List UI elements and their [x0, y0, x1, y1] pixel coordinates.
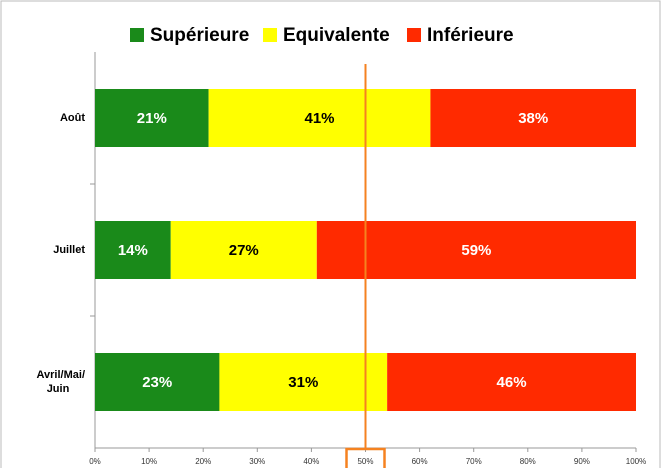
data-label: 59% — [461, 242, 491, 259]
x-tick-label: 70% — [466, 457, 482, 466]
legend-swatch — [407, 28, 421, 42]
bar-segment — [208, 89, 431, 147]
data-label: 41% — [304, 110, 334, 127]
bar-segment — [316, 221, 636, 279]
legend-label: Supérieure — [150, 25, 249, 46]
bar-segment — [387, 353, 636, 411]
bar-segment — [170, 221, 317, 279]
x-tick-label: 60% — [412, 457, 428, 466]
data-label: 14% — [118, 242, 148, 259]
bar-segment — [430, 89, 636, 147]
x-tick-label: 10% — [141, 457, 157, 466]
data-label: 27% — [229, 242, 259, 259]
legend-label: Inférieure — [427, 25, 514, 46]
y-tick-label: Avril/Mai/Juin — [37, 369, 86, 395]
x-tick-label: 50% — [357, 457, 373, 466]
y-tick-label: Juillet — [53, 244, 85, 256]
legend-swatch — [130, 28, 144, 42]
bar-segment — [95, 89, 209, 147]
bar-segment — [95, 221, 171, 279]
x-tick-label: 30% — [249, 457, 265, 466]
x-tick-label: 100% — [626, 457, 646, 466]
x-tick-label: 90% — [574, 457, 590, 466]
y-tick-label: Août — [60, 112, 85, 124]
reference-box — [345, 447, 386, 468]
data-label: 38% — [518, 110, 548, 127]
bar-segment — [95, 353, 220, 411]
x-tick-label: 20% — [195, 457, 211, 466]
data-label: 23% — [142, 374, 172, 391]
legend-label: Equivalente — [283, 25, 390, 46]
data-label: 46% — [497, 374, 527, 391]
bar-segment — [219, 353, 388, 411]
x-tick-label: 80% — [520, 457, 536, 466]
data-label: 21% — [137, 110, 167, 127]
x-tick-label: 0% — [89, 457, 101, 466]
x-tick-label: 40% — [303, 457, 319, 466]
legend-swatch — [263, 28, 277, 42]
data-label: 31% — [288, 374, 318, 391]
